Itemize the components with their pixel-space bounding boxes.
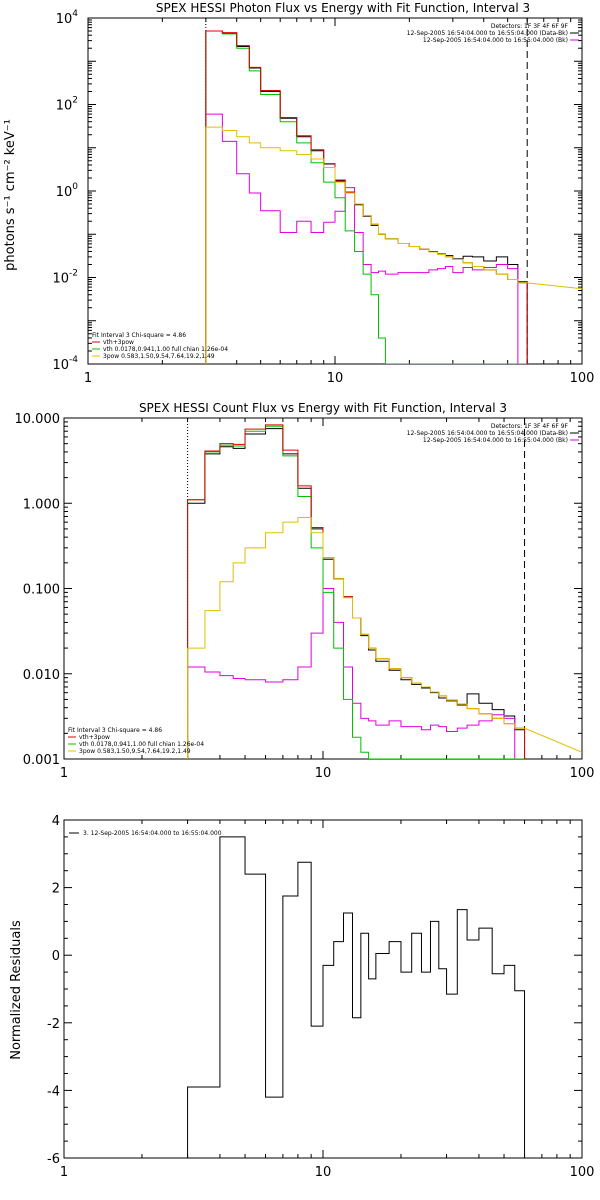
legend-entry: vth+3pow [103, 339, 134, 346]
legend-entry: 3. 12-Sep-2005 16:54:04.000 to 16:55:04.… [83, 830, 222, 837]
y-tick-label: -4 [47, 1084, 60, 1099]
series-vth-3pow [205, 30, 528, 364]
legend-entry: 12-Sep-2005 16:54:04.000 to 16:55:04.000… [423, 437, 568, 444]
series-bk [187, 588, 526, 759]
legend-entry: 3pow 0.583,1.50,9.54,7.64,19.2,1.49 [79, 748, 191, 755]
y-tick-label: 10.000 [15, 412, 61, 427]
legend-entry: Fit Interval 3 Chi-square = 4.86 [92, 332, 186, 339]
x-tick-label: 100 [570, 766, 595, 781]
legend-entry: vth+3pow [79, 734, 110, 741]
legend-entry: vth 0.0178,0.941,1.00 full chian 1.26e-0… [79, 741, 204, 748]
y-tick-label: 100 [56, 182, 79, 200]
series-data-bk [187, 428, 526, 759]
residuals-panel: Normalized Residuals 1 10 100 -6 -4 -2 0 2 4 3. 1… [9, 814, 594, 1180]
series-3pow [205, 126, 582, 364]
y-tick-label: 10-4 [52, 355, 78, 373]
photon-flux-panel: SPEX HESSI Photon Flux vs Energy with Fi… [3, 1, 594, 386]
series-vth [205, 30, 528, 364]
x-tick-label: 1 [60, 1165, 68, 1180]
y-tick-label: 2 [52, 882, 60, 897]
series-vth-3pow [187, 424, 526, 759]
y-tick-label: 0.001 [23, 753, 60, 768]
series-bk [205, 113, 528, 364]
count-flux-panel: SPEX HESSI Count Flux vs Energy with Fit… [15, 401, 595, 781]
legend-entry: 3pow 0.583,1.50,9.54,7.64,19.2,1.49 [103, 353, 215, 360]
y-tick-label: 102 [56, 96, 78, 114]
x-tick-label: 1 [60, 766, 68, 781]
plot-area [187, 836, 526, 1158]
x-tick-label: 100 [570, 1165, 595, 1180]
legend-entry: 12-Sep-2005 16:54:04.000 to 16:55:04.000… [407, 30, 568, 37]
count-flux-title: SPEX HESSI Count Flux vs Energy with Fit… [139, 401, 507, 415]
y-tick-label: 0 [52, 949, 60, 964]
x-tick-label: 100 [570, 371, 595, 386]
legend-entry: vth 0.0178,0.941,1.00 full chian 1.26e-0… [103, 346, 228, 353]
residuals-ylabel: Normalized Residuals [9, 920, 24, 1060]
legend-entry: Detectors: 1F 3F 4F 6F 9F [491, 23, 569, 30]
y-tick-label: -2 [47, 1017, 60, 1032]
legend-entry: Fit Interval 3 Chi-square = 4.86 [68, 727, 162, 734]
x-tick-label: 10 [327, 371, 344, 386]
photon-flux-ylabel: photons s⁻¹ cm⁻² keV⁻¹ [3, 119, 18, 271]
y-tick-label: 0.010 [23, 668, 60, 683]
series-data-bk [205, 30, 528, 364]
y-tick-label: 4 [52, 814, 60, 829]
series-3pow [187, 517, 582, 759]
y-tick-label: 0.100 [23, 583, 60, 598]
y-tick-label: 1.000 [23, 497, 60, 512]
x-tick-label: 1 [84, 371, 92, 386]
series-vth [187, 425, 526, 759]
x-tick-label: 10 [315, 1165, 332, 1180]
legend-entry: 12-Sep-2005 16:54:04.000 to 16:55:04.000… [423, 37, 568, 44]
plot-area [187, 418, 582, 759]
y-tick-label: -6 [47, 1152, 60, 1167]
legend-entry: 12-Sep-2005 16:54:04.000 to 16:55:04.000… [407, 430, 568, 437]
x-tick-label: 10 [315, 766, 332, 781]
legend-entry: Detectors: 1F 3F 4F 6F 9F [491, 423, 569, 430]
plot-area [205, 18, 582, 364]
y-tick-label: 10-2 [52, 269, 78, 287]
photon-flux-title: SPEX HESSI Photon Flux vs Energy with Fi… [156, 1, 530, 15]
series-3-12-sep-2005-16-54-04-000-to-16-55-04-000 [187, 836, 526, 1158]
y-tick-label: 104 [56, 9, 79, 27]
